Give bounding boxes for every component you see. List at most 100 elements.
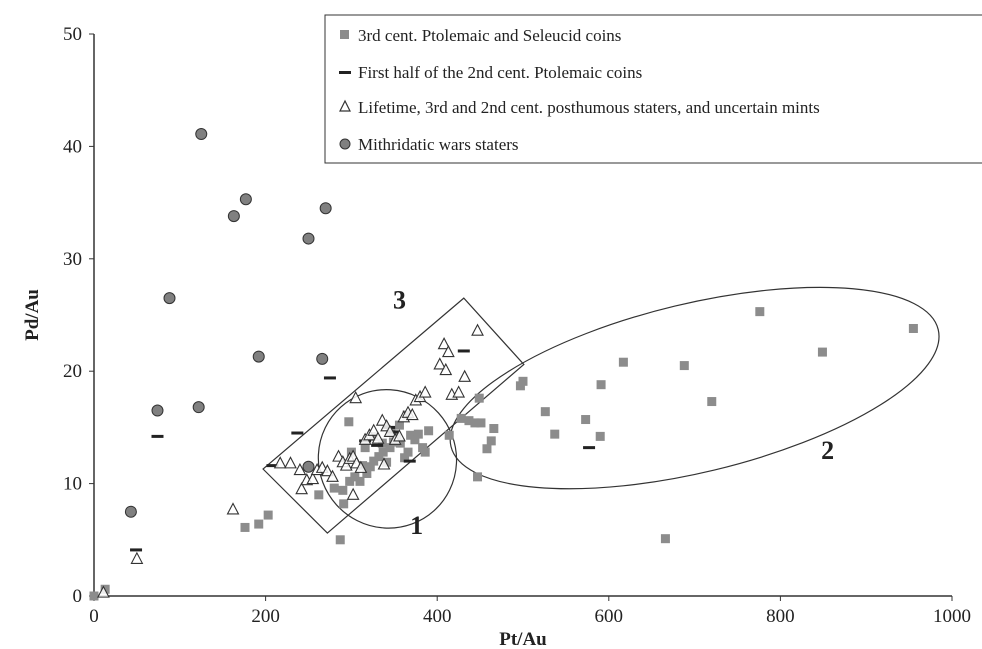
square-point	[338, 485, 348, 495]
y-tick-label: 50	[63, 24, 82, 45]
square-point	[410, 435, 420, 445]
legend-marker-circle	[339, 138, 351, 150]
triangle-point	[437, 337, 451, 350]
x-tick-label: 800	[766, 606, 795, 627]
square-point	[403, 447, 413, 457]
ticks: 0 200 400 600 800 1000 0 10 20 30 40 50	[63, 24, 971, 627]
dash-point	[151, 434, 164, 438]
square-point	[378, 447, 388, 457]
square-point	[660, 534, 670, 544]
triangle-point	[130, 551, 144, 564]
triangle-point	[226, 502, 240, 515]
data-points	[89, 128, 918, 601]
triangle-point	[346, 487, 360, 500]
square-point	[344, 417, 354, 427]
legend-marker-dash	[339, 71, 351, 74]
dash-point	[291, 431, 304, 435]
triangle-point	[354, 460, 368, 473]
triangle-point	[452, 385, 466, 398]
y-tick-label: 20	[63, 361, 82, 382]
x-tick-label: 400	[423, 606, 452, 627]
square-point	[518, 376, 528, 386]
square-point	[817, 347, 827, 357]
y-tick-label: 0	[73, 586, 83, 607]
dash-point	[457, 349, 470, 353]
square-point	[596, 380, 606, 390]
square-point	[424, 426, 434, 436]
triangle-point	[441, 344, 455, 358]
triangle-point	[383, 424, 397, 437]
dash-point	[583, 446, 596, 450]
legend-label-series-1: 3rd cent. Ptolemaic and Seleucid coins	[358, 26, 621, 45]
square-point	[350, 472, 360, 482]
triangle-point	[458, 369, 472, 382]
legend: 3rd cent. Ptolemaic and Seleucid coins F…	[324, 14, 982, 164]
x-tick-label: 600	[595, 606, 624, 627]
square-point	[679, 361, 689, 371]
series-1-points	[89, 307, 918, 601]
square-point	[420, 447, 430, 457]
triangle-point	[284, 456, 297, 469]
circle-point	[239, 193, 252, 206]
triangle-point	[377, 457, 391, 470]
triangle-point	[339, 458, 353, 471]
legend-label-series-2: First half of the 2nd cent. Ptolemaic co…	[358, 63, 642, 82]
circle-point	[227, 210, 240, 223]
triangle-point	[320, 464, 334, 477]
triangle-point	[405, 407, 419, 421]
square-point	[89, 591, 99, 601]
region-outlines	[262, 286, 940, 534]
triangle-point	[97, 585, 110, 598]
square-point	[360, 443, 370, 453]
square-point	[474, 393, 484, 403]
triangle-point	[367, 423, 381, 436]
legend-marker-square	[340, 30, 349, 39]
square-point	[707, 397, 717, 407]
square-point	[369, 456, 379, 466]
square-point	[618, 357, 628, 367]
region-label-3: 3	[393, 285, 406, 314]
triangle-point	[293, 462, 307, 476]
region-3-rectangle	[262, 297, 525, 534]
y-axis-title: Pd/Au	[22, 289, 43, 341]
square-point	[470, 418, 480, 428]
circle-point	[302, 232, 315, 245]
square-point	[362, 468, 372, 478]
square-point	[335, 535, 345, 545]
dash-point	[130, 548, 143, 552]
square-point	[908, 323, 918, 333]
circle-point	[319, 202, 332, 215]
square-point	[444, 430, 454, 440]
triangle-point	[439, 362, 453, 376]
region-1-ellipse	[317, 389, 458, 529]
circle-point	[316, 352, 329, 365]
square-point	[385, 443, 395, 453]
region-label-1: 1	[410, 511, 423, 540]
triangle-point	[273, 456, 287, 469]
triangle-point	[371, 431, 385, 444]
square-point	[346, 447, 356, 457]
series-4-points	[124, 128, 332, 518]
triangle-point	[418, 385, 432, 398]
y-tick-label: 30	[63, 249, 82, 270]
square-point	[314, 490, 324, 500]
x-tick-label: 1000	[933, 606, 971, 627]
square-point	[473, 472, 483, 482]
square-point	[464, 416, 474, 426]
triangle-point	[326, 469, 339, 482]
legend-label-series-4: Mithridatic wars staters	[358, 135, 519, 154]
circle-point	[195, 128, 208, 141]
region-2-ellipse	[449, 286, 940, 490]
circle-point	[124, 505, 137, 518]
square-point	[550, 429, 560, 439]
square-point	[486, 436, 496, 446]
x-tick-label: 0	[89, 606, 99, 627]
square-point	[400, 453, 410, 463]
square-point	[456, 413, 466, 423]
square-point	[755, 307, 765, 317]
region-label-2: 2	[821, 436, 834, 465]
triangle-point	[471, 323, 484, 336]
legend-marker-triangle	[339, 99, 351, 112]
square-point	[540, 407, 550, 417]
